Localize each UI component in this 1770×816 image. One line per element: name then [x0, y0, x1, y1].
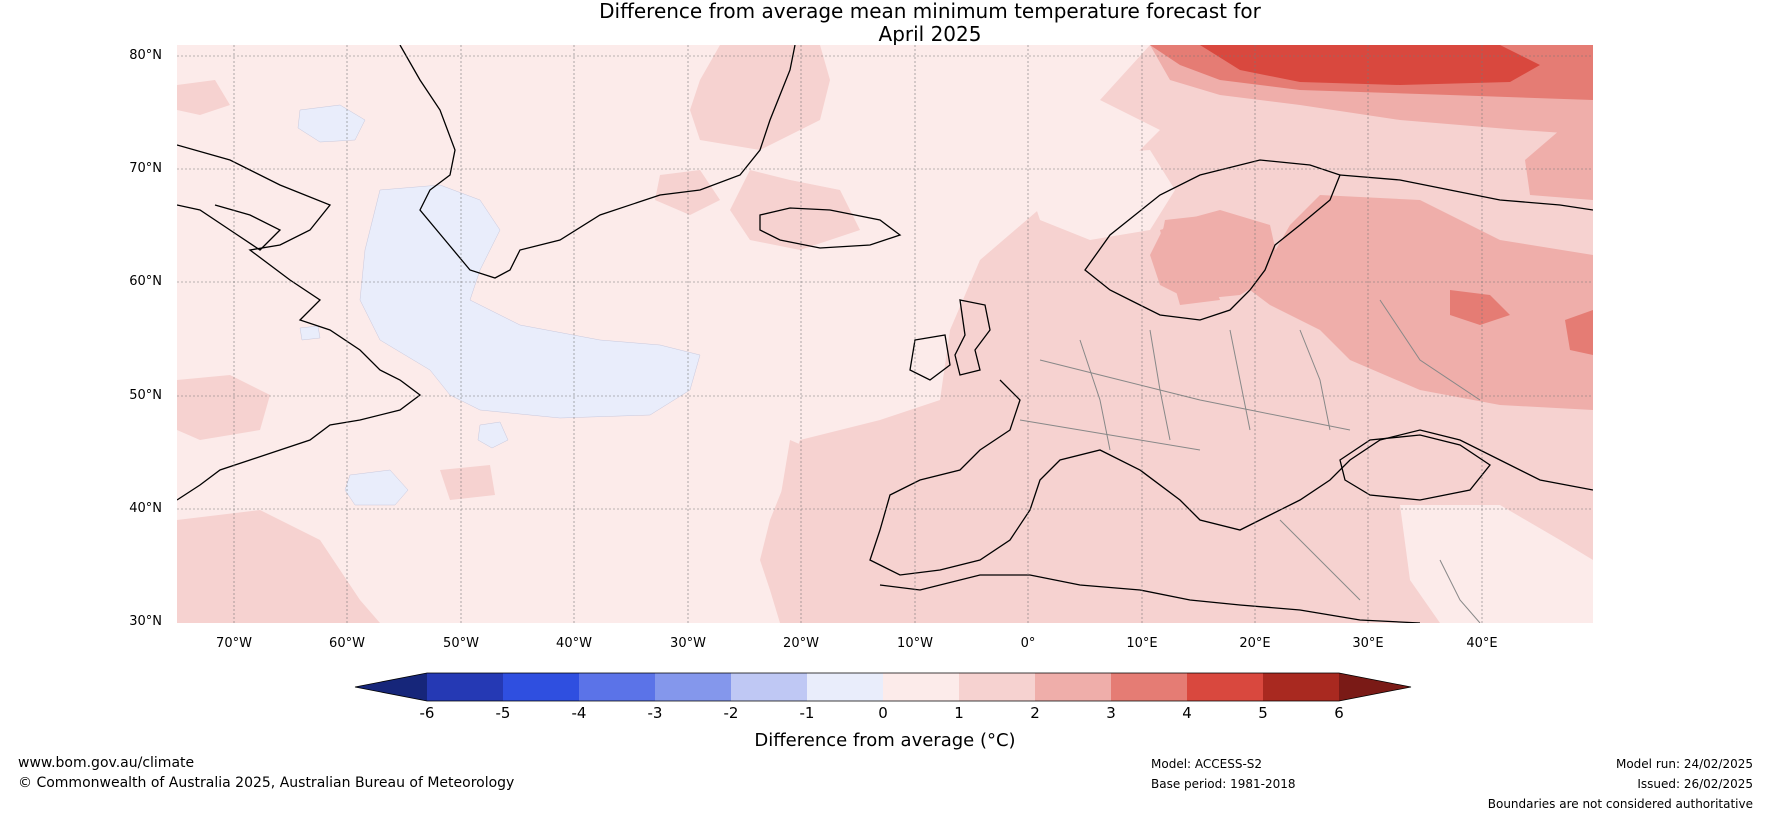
colorbar-segment	[883, 673, 959, 701]
colorbar-segment	[579, 673, 655, 701]
anomaly-4-5-region	[1200, 45, 1540, 85]
graticule	[177, 45, 1593, 623]
anomaly-0-1-regions	[1030, 150, 1593, 623]
lon-label-50w: 50°W	[443, 636, 479, 651]
colorbar-extend-low	[355, 673, 427, 701]
ireland-coast	[909, 334, 951, 381]
colorbar-title: Difference from average (°C)	[754, 730, 1016, 751]
lon-label-60w: 60°W	[329, 636, 365, 651]
country-boundaries	[1019, 299, 1481, 623]
black-sea-coast	[1339, 434, 1491, 501]
colorbar-extend-high	[1339, 673, 1411, 701]
disclaimer-text: Boundaries are not considered authoritat…	[1487, 797, 1753, 811]
title-line-1: Difference from average mean minimum tem…	[599, 0, 1261, 23]
model-run-text: Model run: 24/02/2025	[1615, 757, 1753, 771]
greenland-coast	[399, 45, 796, 279]
base-period-text: Base period: 1981-2018	[1151, 777, 1296, 791]
colorbar-tick: 0	[878, 704, 888, 722]
europe-southern-coast	[869, 379, 1593, 576]
colorbar-tick: 1	[954, 704, 964, 722]
north-america-coast	[177, 144, 422, 501]
colorbar-segment	[959, 673, 1035, 701]
issued-text: Issued: 26/02/2025	[1637, 777, 1753, 791]
north-africa-coast	[879, 574, 1421, 623]
model-text: Model: ACCESS-S2	[1151, 757, 1263, 771]
lon-label-40w: 40°W	[556, 636, 592, 651]
anomaly-minus1-0-regions	[297, 104, 701, 506]
lon-label-70w: 70°W	[216, 636, 252, 651]
colorbar-segment	[503, 673, 579, 701]
lat-label-70n: 70°N	[129, 161, 162, 176]
anomaly-1-2-regions	[177, 45, 1593, 623]
colorbar-tick: 5	[1258, 704, 1268, 722]
lon-label-30w: 30°W	[670, 636, 706, 651]
website-link[interactable]: www.bom.gov.au/climate	[18, 755, 195, 771]
colorbar-segment	[655, 673, 731, 701]
lat-label-30n: 30°N	[129, 614, 162, 629]
lat-label-40n: 40°N	[129, 501, 162, 516]
baffin-coast	[177, 204, 282, 251]
iceland-coast	[759, 207, 902, 249]
colorbar-segment	[427, 673, 503, 701]
colorbar-segment	[731, 673, 807, 701]
colorbar-tick: 3	[1106, 704, 1116, 722]
colorbar-tick: 6	[1334, 704, 1344, 722]
colorbar-tick: -6	[419, 704, 435, 722]
title-line-2: April 2025	[878, 22, 982, 46]
colorbar-tick: -1	[799, 704, 815, 722]
lon-label-30e: 30°E	[1352, 636, 1384, 651]
lon-label-0: 0°	[1020, 636, 1036, 651]
colorbar-segment	[1111, 673, 1187, 701]
lon-label-20w: 20°W	[783, 636, 819, 651]
colorbar-tick: 4	[1182, 704, 1192, 722]
lon-label-10w: 10°W	[897, 636, 933, 651]
colorbar-tick: 2	[1030, 704, 1040, 722]
colorbar-tick: -3	[647, 704, 663, 722]
colorbar-segment	[807, 673, 883, 701]
colorbar-tick: -4	[571, 704, 587, 722]
coastlines	[177, 45, 1593, 623]
lon-label-20e: 20°E	[1239, 636, 1271, 651]
colorbar-segment	[1263, 673, 1339, 701]
colorbar-segment	[1035, 673, 1111, 701]
lon-label-40e: 40°E	[1466, 636, 1498, 651]
lat-label-50n: 50°N	[129, 388, 162, 403]
map-area	[177, 45, 1593, 623]
colorbar-tick: -5	[495, 704, 511, 722]
map-title: Difference from average mean minimum tem…	[0, 0, 1770, 46]
copyright-text: © Commonwealth of Australia 2025, Austra…	[18, 775, 515, 791]
lon-label-10e: 10°E	[1126, 636, 1158, 651]
colorbar-segment	[1187, 673, 1263, 701]
colorbar	[354, 672, 1412, 702]
lat-label-80n: 80°N	[129, 48, 162, 63]
great-britain-coast	[954, 299, 991, 376]
colorbar-tick: -2	[723, 704, 739, 722]
russia-arctic-coast	[1339, 174, 1593, 211]
lat-label-60n: 60°N	[129, 274, 162, 289]
colorbar-outline	[354, 672, 1412, 702]
scandinavia-coast	[1084, 159, 1341, 321]
